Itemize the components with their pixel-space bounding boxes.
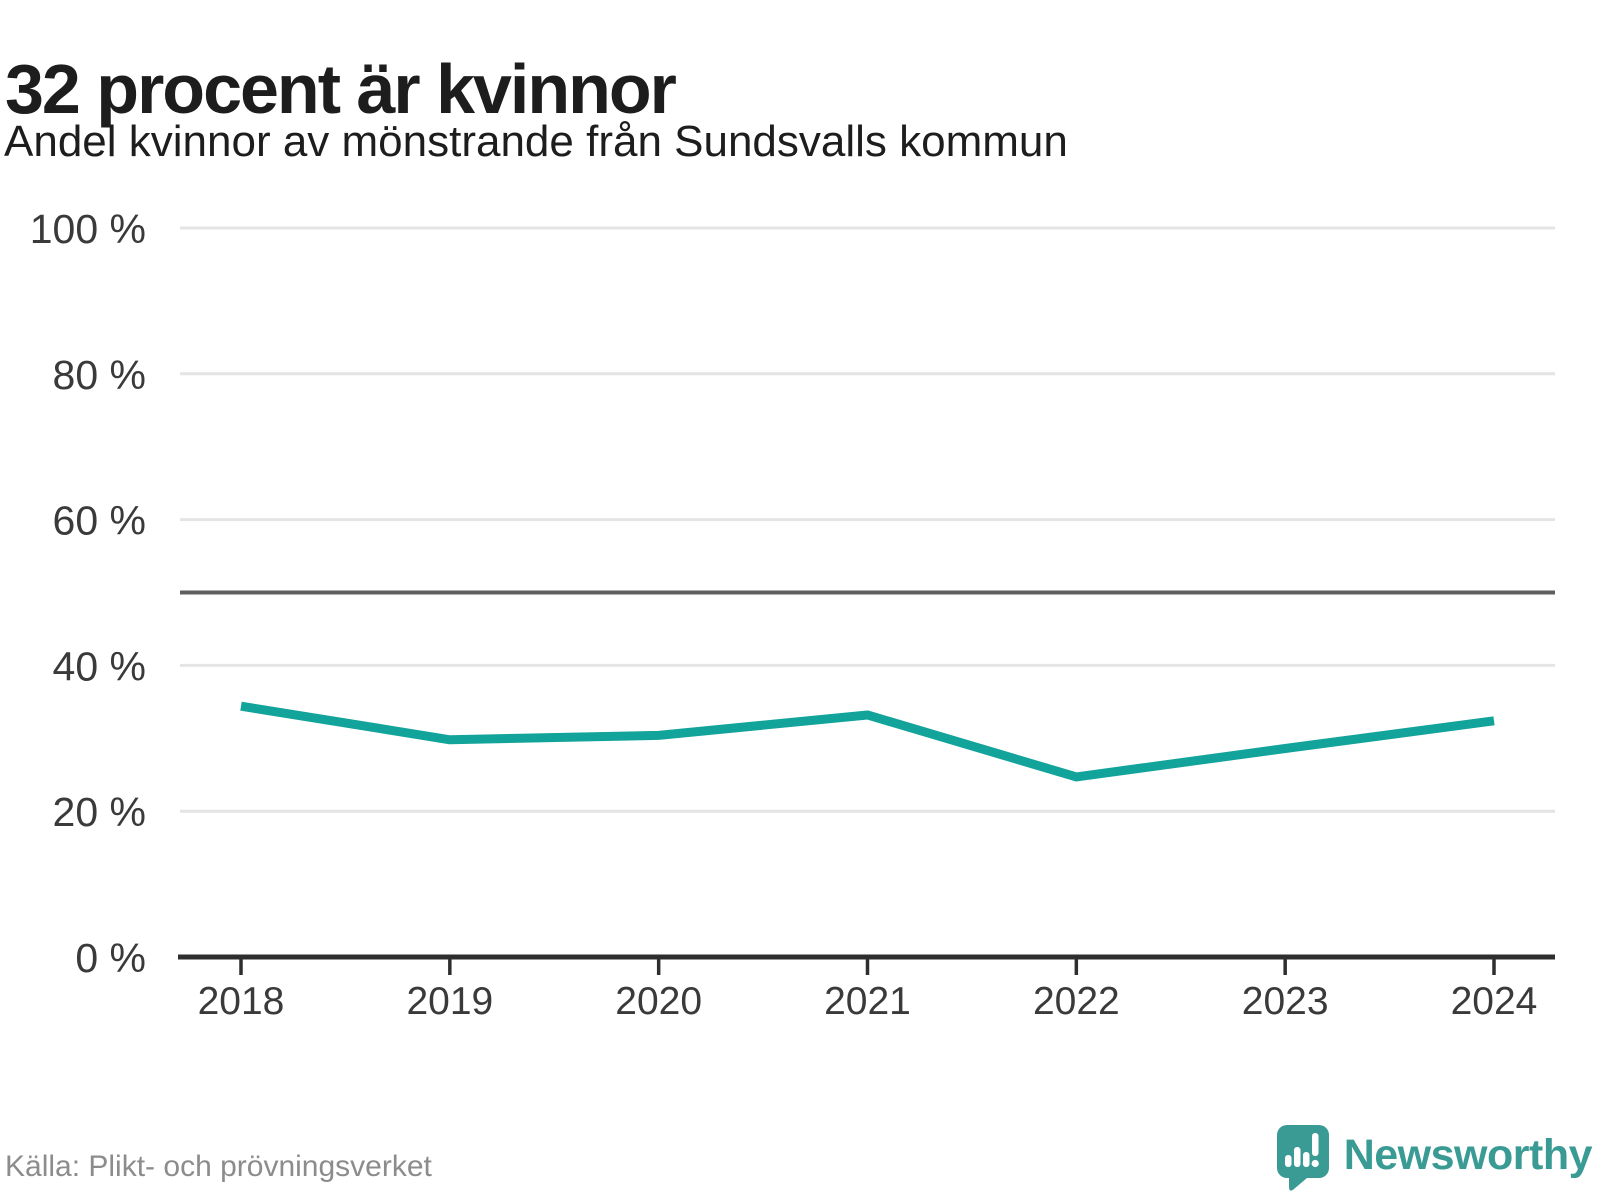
- x-tick-label-2024: 2024: [1451, 980, 1538, 1023]
- y-tick-label-100: 100 %: [30, 206, 146, 252]
- newsworthy-logo: Newsworthy: [1276, 1124, 1593, 1192]
- x-tick-label-2020: 2020: [615, 980, 702, 1023]
- y-tick-label-40: 40 %: [53, 643, 146, 689]
- chart-title: 32 procent är kvinnor: [5, 49, 677, 128]
- logo-bar-1: [1284, 1155, 1292, 1167]
- x-tick-label-2023: 2023: [1242, 980, 1329, 1023]
- y-tick-label-0: 0 %: [75, 935, 146, 981]
- y-tick-label-80: 80 %: [53, 352, 146, 398]
- newsworthy-speech-bubble-icon: [1276, 1125, 1329, 1191]
- logo-wordmark: Newsworthy: [1343, 1130, 1593, 1179]
- chart-footer: Källa: Plikt- och prövningsverket Newswo…: [0, 1124, 1600, 1192]
- x-tick-label-2021: 2021: [824, 980, 911, 1023]
- x-tick-label-2019: 2019: [406, 980, 493, 1023]
- chart-subtitle: Andel kvinnor av mönstrande från Sundsva…: [4, 117, 1068, 166]
- logo-exclamation-stem: [1311, 1133, 1319, 1156]
- logo-bar-3: [1302, 1152, 1310, 1167]
- logo-bar-2: [1293, 1147, 1301, 1167]
- x-tick-label-2018: 2018: [198, 980, 285, 1023]
- data-line-Andel kvinnor av mönstrande: [240, 701, 1495, 782]
- logo-exclamation-dot: [1311, 1159, 1319, 1168]
- source-note: Källa: Plikt- och prövningsverket: [5, 1150, 432, 1183]
- x-tick-label-2022: 2022: [1033, 980, 1120, 1023]
- y-tick-label-20: 20 %: [53, 789, 146, 835]
- y-tick-label-60: 60 %: [53, 498, 146, 544]
